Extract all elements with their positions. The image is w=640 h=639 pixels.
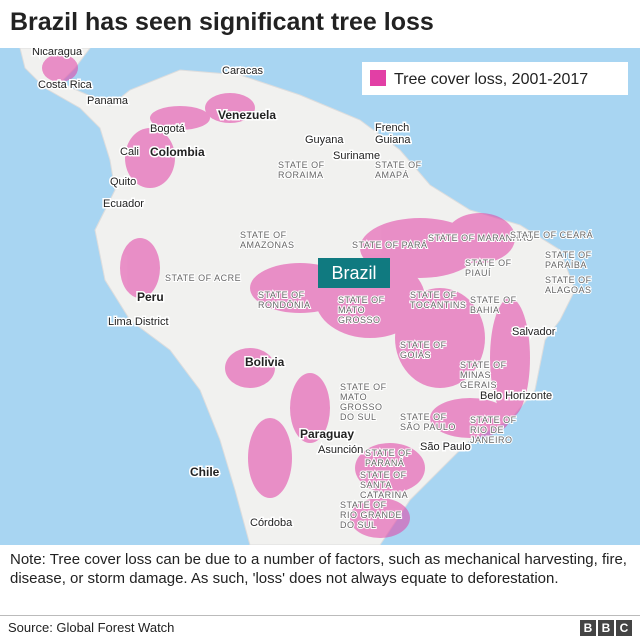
- place-label: São Paulo: [420, 441, 471, 453]
- state-label: STATE OF: [365, 448, 412, 458]
- place-label: Colombia: [150, 145, 205, 159]
- logo-letter: B: [598, 620, 614, 636]
- state-label: GERAIS: [460, 380, 497, 390]
- place-label: Paraguay: [300, 427, 354, 441]
- place-label: Guyana: [305, 134, 344, 146]
- state-label: BAHIA: [470, 305, 500, 315]
- place-label: Córdoba: [250, 517, 293, 529]
- place-label: Cali: [120, 146, 139, 158]
- state-label: TOCANTINS: [410, 300, 466, 310]
- state-label: ALAGOAS: [545, 285, 592, 295]
- state-label: STATE OF: [375, 160, 422, 170]
- state-label: GROSSO: [340, 402, 383, 412]
- state-label: GROSSO: [338, 315, 381, 325]
- state-label: MATO: [338, 305, 365, 315]
- state-label: STATE OF: [400, 412, 447, 422]
- place-label: Venezuela: [218, 108, 276, 122]
- title: Brazil has seen significant tree loss: [10, 8, 434, 36]
- state-label: STATE OF: [410, 290, 457, 300]
- legend-swatch: [370, 70, 386, 86]
- state-label: STATE OF: [340, 500, 387, 510]
- state-label: SÃO PAULO: [400, 422, 456, 432]
- place-label: Chile: [190, 465, 220, 479]
- legend: [362, 62, 628, 95]
- state-label: PARAÍBA: [545, 260, 587, 270]
- place-label: Suriname: [333, 150, 380, 162]
- state-label: RORAIMA: [278, 170, 324, 180]
- legend-label: Tree cover loss, 2001-2017: [394, 71, 588, 88]
- state-label: STATE OF: [340, 382, 387, 392]
- state-label: STATE OF CEARÁ: [510, 230, 593, 240]
- rule: [0, 615, 640, 616]
- place-label: Guiana: [375, 134, 411, 146]
- state-label: JANEIRO: [470, 435, 513, 445]
- state-label: STATE OF: [470, 295, 517, 305]
- brazil-box: [318, 258, 390, 288]
- state-label: GOIÁS: [400, 350, 431, 360]
- state-label: AMAZONAS: [240, 240, 295, 250]
- state-label: RIO DE: [470, 425, 504, 435]
- state-label: STATE OF: [258, 290, 305, 300]
- state-label: STATE OF: [400, 340, 447, 350]
- place-label: Asunción: [318, 444, 363, 456]
- state-label: STATE OF: [545, 250, 592, 260]
- note: Note: Tree cover loss can be due to a nu…: [10, 551, 627, 587]
- place-label: Belo Horizonte: [480, 390, 552, 402]
- state-label: STATE OF: [240, 230, 287, 240]
- state-label: DO SUL: [340, 412, 377, 422]
- place-label: French: [375, 122, 409, 134]
- state-label: SANTA: [360, 480, 392, 490]
- brazil-label: Brazil: [331, 263, 376, 283]
- place-label: Caracas: [222, 65, 263, 77]
- place-label: Nicaragua: [32, 48, 83, 58]
- place-label: Salvador: [512, 326, 556, 338]
- state-label: STATE OF: [465, 258, 512, 268]
- state-label: STATE OF: [545, 275, 592, 285]
- state-label: STATE OF: [338, 295, 385, 305]
- place-label: Bogotá: [150, 123, 186, 135]
- state-label: STATE OF: [470, 415, 517, 425]
- place-label: Ecuador: [103, 198, 144, 210]
- state-label: STATE OF: [360, 470, 407, 480]
- source: Source: Global Forest Watch: [8, 620, 175, 635]
- place-label: Bolivia: [245, 355, 285, 369]
- place-label: Lima District: [108, 316, 169, 328]
- state-label: STATE OF PARÁ: [352, 240, 428, 250]
- state-label: MINAS: [460, 370, 491, 380]
- place-label: Quito: [110, 176, 136, 188]
- state-label: AMAPÁ: [375, 170, 409, 180]
- state-label: PARANÁ: [365, 458, 404, 468]
- state-label: STATE OF ACRE: [165, 273, 241, 283]
- state-label: PIAUÍ: [465, 268, 491, 278]
- state-label: RIO GRANDE: [340, 510, 402, 520]
- logo-letter: C: [616, 620, 632, 636]
- place-label: Panama: [87, 95, 129, 107]
- state-label: DO SUL: [340, 520, 377, 530]
- state-label: MATO: [340, 392, 367, 402]
- state-label: STATE OF MARANHÃO: [428, 233, 534, 243]
- place-label: Costa Rica: [38, 79, 93, 91]
- state-label: CATARINA: [360, 490, 408, 500]
- state-label: RONDÔNIA: [258, 300, 311, 310]
- state-label: STATE OF: [278, 160, 325, 170]
- state-label: STATE OF: [460, 360, 507, 370]
- logo-letter: B: [580, 620, 596, 636]
- place-label: Peru: [137, 290, 164, 304]
- map: Nicaragua Costa Rica Panama Caracas Venezuel…: [0, 48, 640, 545]
